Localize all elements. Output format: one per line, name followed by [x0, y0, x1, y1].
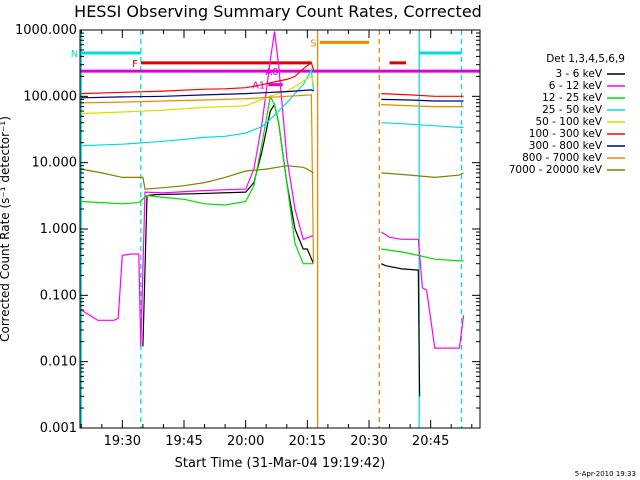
x-axis-label: Start Time (31-Mar-04 19:19:42) — [175, 456, 386, 471]
series-line — [80, 31, 465, 349]
plot-frame — [79, 29, 481, 429]
y-tick-label: 0.100 — [40, 288, 77, 303]
y-tick-label: 1.000 — [40, 222, 77, 237]
legend-entry-label: 800 - 7000 keV — [522, 152, 603, 164]
flag-label: A1 — [252, 81, 265, 92]
x-tick-label: 20:30 — [350, 434, 387, 449]
series-line — [81, 94, 464, 264]
legend-entry-label: 7000 - 20000 keV — [509, 164, 603, 176]
series-line — [142, 103, 421, 397]
y-tick-label: 100.000 — [23, 89, 77, 104]
y-axis-label: Corrected Count Rate (s⁻¹ detector⁻¹) — [0, 116, 12, 342]
y-tick-label: 10.000 — [32, 156, 78, 171]
series-line — [81, 67, 464, 147]
legend-title: Det 1,3,4,5,6,9 — [546, 53, 625, 65]
flag-label: N — [71, 49, 78, 60]
y-tick-label: 1000.000 — [15, 23, 77, 38]
flag-label: A0 — [265, 67, 278, 78]
vertical-marker-lines — [80, 30, 463, 428]
series-line — [81, 165, 464, 190]
x-tick-label: 19:45 — [165, 434, 202, 449]
footer-date: 5-Apr-2010 19:33 — [575, 470, 636, 478]
series-line — [81, 61, 464, 97]
legend-entry-label: 25 - 50 keV — [542, 104, 603, 116]
chart-title: HESSI Observing Summary Count Rates, Cor… — [74, 2, 482, 21]
legend-entry-label: 12 - 25 keV — [542, 92, 603, 104]
flag-label: S — [310, 38, 316, 49]
x-tick-label: 19:30 — [104, 434, 141, 449]
x-axis: 19:30 19:45 20:00 20:15 20:30 20:45 — [80, 30, 473, 449]
legend-entry-label: 300 - 800 keV — [529, 140, 603, 152]
x-tick-label: 20:45 — [412, 434, 449, 449]
x-tick-label: 20:00 — [227, 434, 264, 449]
series-line — [81, 89, 464, 102]
legend-entry-label: 6 - 12 keV — [549, 80, 603, 92]
legend-entry-label: 50 - 100 keV — [535, 116, 602, 128]
legend-entry-label: 100 - 300 keV — [529, 128, 603, 140]
series-lines — [80, 31, 465, 397]
series-line — [81, 94, 464, 265]
y-tick-label: 0.010 — [40, 355, 77, 370]
flag-label: F — [132, 59, 138, 70]
y-tick-label: 0.001 — [40, 421, 77, 436]
y-axis: 0.001 0.010 0.100 1.000 10.000 100.000 1000.00… — [15, 23, 480, 436]
x-tick-label: 20:15 — [289, 434, 326, 449]
legend-entry-label: 3 - 6 keV — [555, 68, 602, 80]
